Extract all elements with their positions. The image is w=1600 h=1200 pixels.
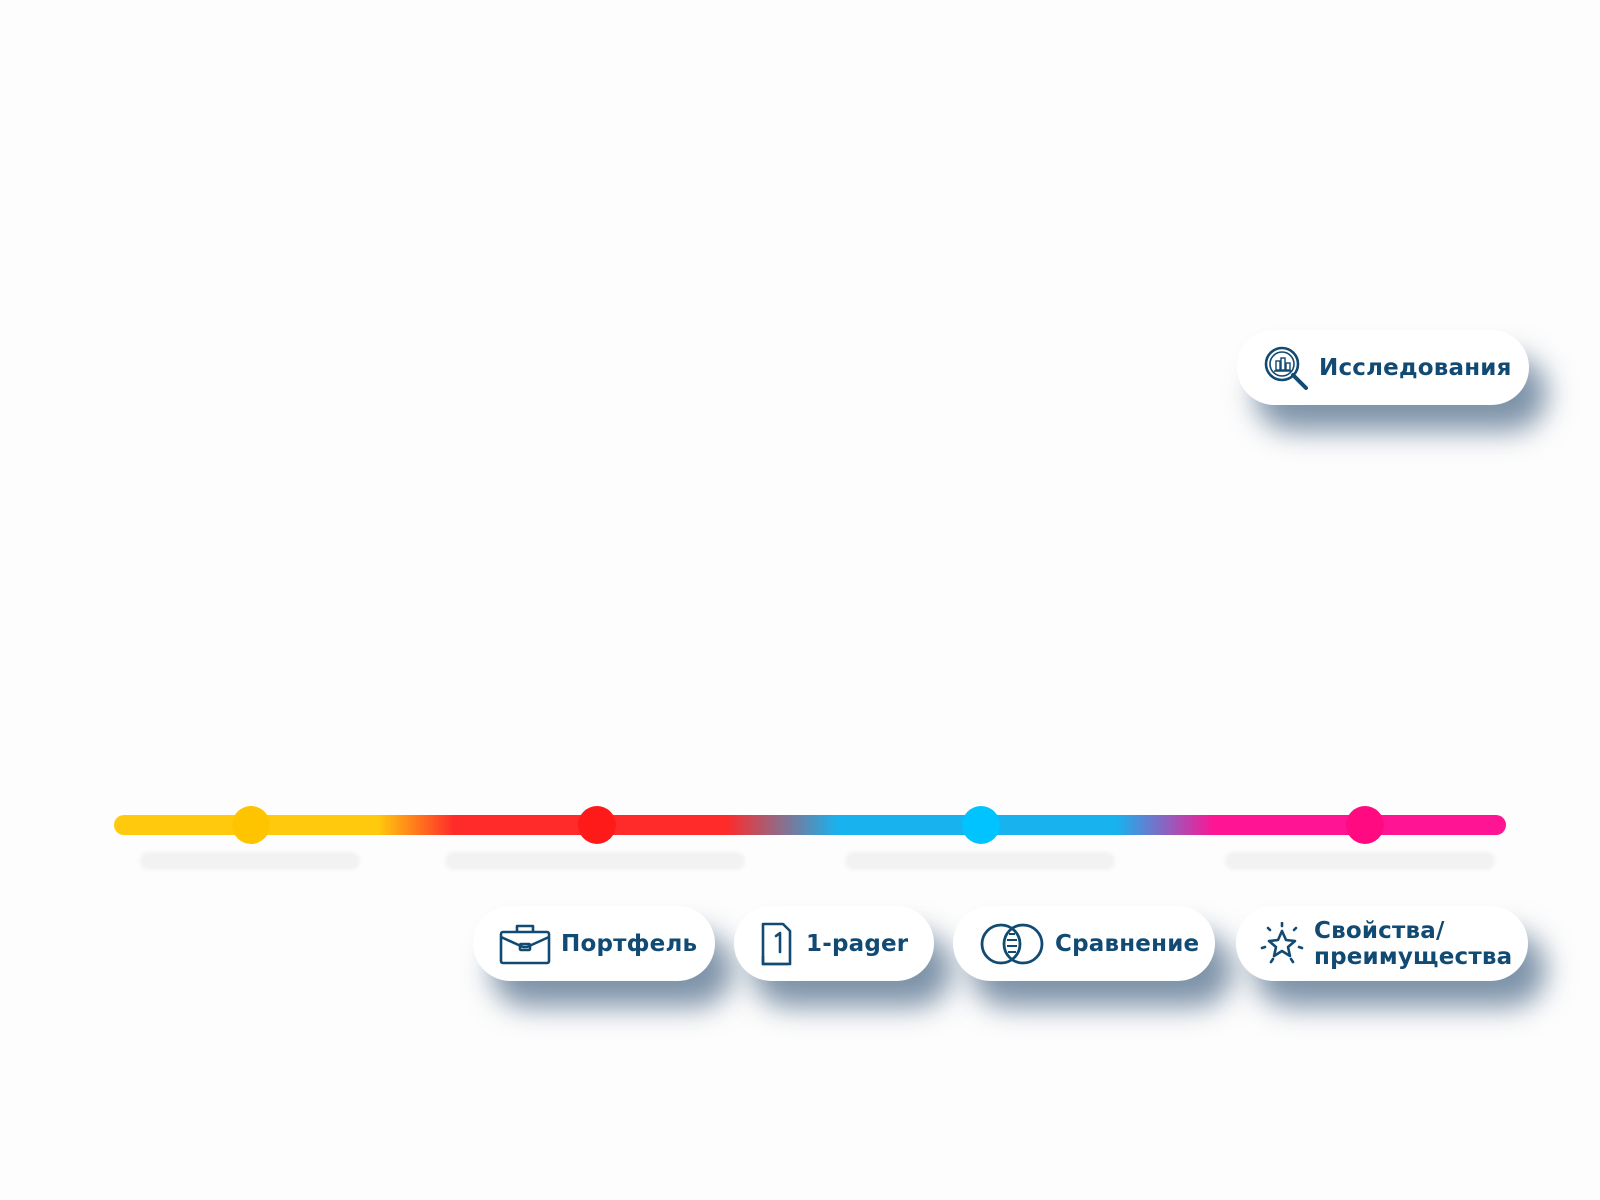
timeline-node-2	[578, 806, 616, 844]
faded-label-2	[445, 852, 745, 870]
timeline-node-1	[232, 806, 270, 844]
compare-chip[interactable]: Сравнение	[953, 906, 1215, 981]
overlapping-circles-icon	[979, 922, 1045, 966]
faded-label-4	[1225, 852, 1495, 870]
sparkle-star-icon	[1260, 921, 1304, 966]
timeline-node-4	[1346, 806, 1384, 844]
briefcase-icon	[499, 923, 551, 965]
properties-label-line-1: Свойства/	[1314, 917, 1445, 944]
portfolio-label: Портфель	[561, 930, 698, 957]
one-pager-label: 1-pager	[806, 930, 909, 957]
research-chip[interactable]: Исследования	[1237, 330, 1529, 405]
timeline-node-3	[962, 806, 1000, 844]
one-pager-chip[interactable]: 1-pager	[734, 906, 934, 981]
properties-label: Свойства/ преимущества	[1314, 918, 1512, 970]
magnifier-chart-icon	[1263, 345, 1309, 391]
research-label: Исследования	[1319, 354, 1512, 381]
compare-label: Сравнение	[1055, 930, 1200, 957]
faded-label-3	[845, 852, 1115, 870]
properties-label-line-2: преимущества	[1314, 943, 1513, 970]
portfolio-chip[interactable]: Портфель	[473, 906, 715, 981]
properties-chip[interactable]: Свойства/ преимущества	[1236, 906, 1528, 981]
faded-label-1	[140, 852, 360, 870]
one-page-document-icon	[760, 922, 796, 966]
faded-stage-labels	[0, 852, 1600, 882]
